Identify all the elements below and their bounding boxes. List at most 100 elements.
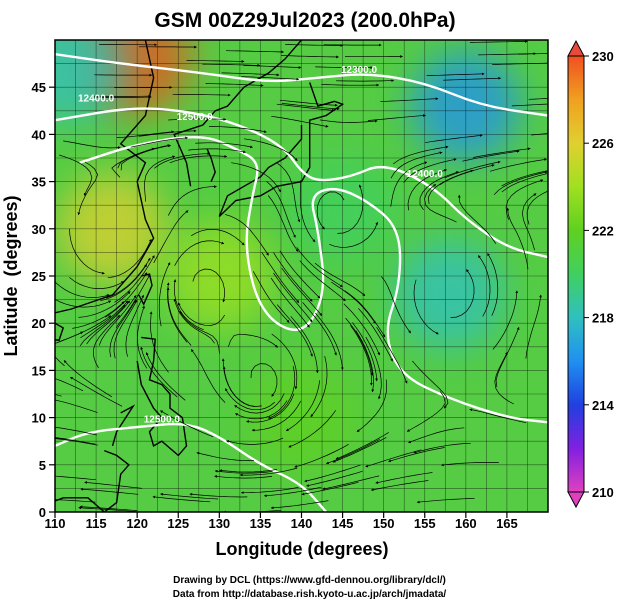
streamline <box>413 279 439 335</box>
streamline <box>425 134 483 144</box>
streamline <box>358 308 393 362</box>
streamline <box>234 400 288 420</box>
streamline <box>86 300 131 345</box>
streamline <box>80 487 139 495</box>
streamline <box>111 147 155 178</box>
streamline <box>375 472 433 484</box>
streamline <box>310 356 328 418</box>
streamline <box>416 497 475 504</box>
contour-line-1 <box>55 107 548 259</box>
streamline <box>352 322 378 382</box>
streamlines <box>55 40 548 512</box>
streamline <box>130 136 189 148</box>
streamline <box>469 40 528 43</box>
streamline <box>511 103 548 107</box>
streamline <box>306 470 363 487</box>
streamline <box>469 408 527 424</box>
streamline <box>214 469 273 474</box>
x-tick-label: 110 <box>45 516 66 531</box>
streamline <box>80 300 129 339</box>
streamline <box>299 260 346 302</box>
colorbar-max-arrow <box>567 39 585 57</box>
streamline <box>261 252 300 303</box>
streamline <box>55 331 84 367</box>
streamline <box>412 360 449 409</box>
streamline <box>167 185 217 216</box>
streamline <box>168 117 227 121</box>
streamline <box>406 391 446 432</box>
streamline <box>219 469 278 473</box>
streamline <box>368 114 426 121</box>
streamline <box>457 194 497 244</box>
streamline <box>154 152 211 169</box>
streamline <box>192 268 226 303</box>
contour-label-1: 12400.0 <box>78 93 115 104</box>
streamline <box>315 312 344 371</box>
y-tick-label: 10 <box>32 411 46 426</box>
streamline <box>241 76 300 81</box>
streamline <box>531 133 548 136</box>
streamline <box>79 505 138 511</box>
streamline <box>336 79 395 83</box>
streamline <box>439 164 495 186</box>
streamline <box>501 173 548 193</box>
streamline <box>158 262 171 327</box>
coastline-6 <box>111 404 136 447</box>
coastline-1 <box>218 82 345 218</box>
streamline <box>276 103 335 112</box>
streamline <box>125 294 144 357</box>
contour-line-0 <box>55 53 548 117</box>
streamline <box>365 449 422 468</box>
streamline <box>492 290 519 350</box>
streamline <box>234 393 285 414</box>
streamline <box>208 126 267 133</box>
coastline-7 <box>55 449 130 512</box>
streamline <box>226 437 284 445</box>
streamline <box>195 142 253 149</box>
x-tick-label: 140 <box>291 516 313 531</box>
streamline <box>285 380 321 432</box>
contour-labels: 12300.0 12400.0 12500.0 12400.0 12500.0 <box>78 65 443 425</box>
streamline <box>79 304 126 347</box>
streamline <box>315 66 374 69</box>
coastline-5 <box>136 336 188 457</box>
streamline <box>173 298 215 344</box>
streamline <box>222 366 262 407</box>
streamline <box>172 93 231 97</box>
streamline <box>100 264 147 302</box>
streamline <box>78 291 131 318</box>
streamline <box>55 399 98 413</box>
streamline <box>443 76 502 81</box>
streamline <box>489 158 547 172</box>
streamline <box>413 442 471 454</box>
coastline-9 <box>55 322 65 341</box>
streamline <box>225 50 284 54</box>
x-tick-label: 125 <box>167 516 189 531</box>
streamline <box>250 363 278 397</box>
y-tick-label: 30 <box>32 222 46 237</box>
streamline <box>522 193 537 251</box>
colorbar-tick-label: 210 <box>592 485 614 500</box>
colorbar-min-arrow <box>567 491 585 509</box>
streamline <box>325 438 380 465</box>
streamline <box>526 190 548 225</box>
y-tick-label: 0 <box>39 505 46 520</box>
streamline <box>191 228 245 246</box>
streamline <box>444 160 501 179</box>
streamline <box>270 500 329 510</box>
streamline <box>107 238 152 279</box>
streamline <box>495 326 520 388</box>
chart-title: GSM 00Z29Jul2023 (200.0hPa) <box>154 9 455 32</box>
streamline <box>345 317 374 376</box>
streamline <box>243 65 302 69</box>
colorbar-tick-label: 226 <box>592 136 614 151</box>
streamline <box>72 301 125 329</box>
streamline <box>98 295 137 346</box>
streamline <box>55 394 62 397</box>
streamline <box>55 437 96 445</box>
x-tick-label: 160 <box>455 516 477 531</box>
contour-label-3: 12400.0 <box>407 169 444 180</box>
streamline <box>113 299 138 359</box>
streamline <box>223 509 282 512</box>
streamline <box>120 144 172 171</box>
